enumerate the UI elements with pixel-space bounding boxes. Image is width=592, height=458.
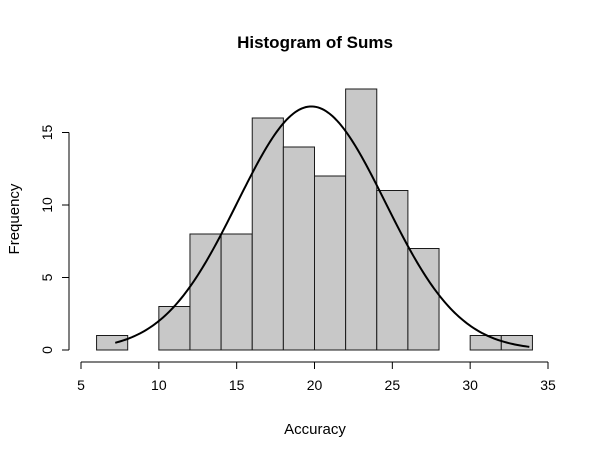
histogram-bar (407, 248, 440, 351)
histogram-bar (314, 175, 347, 351)
histogram-bar (469, 335, 502, 351)
y-axis-label: Frequency (6, 183, 23, 254)
normal-curve (114, 105, 530, 348)
y-tick-label: 10 (39, 197, 55, 213)
histogram-bar (96, 335, 129, 351)
chart-title: Histogram of Sums (237, 33, 393, 52)
x-tick-label: 20 (307, 377, 323, 393)
histogram-bar (220, 233, 253, 351)
y-tick-label: 15 (39, 125, 55, 141)
x-axis-label: Accuracy (284, 421, 346, 438)
y-axis: 0 5 10 15 (39, 125, 70, 354)
histogram-bar (345, 88, 378, 351)
x-tick-label: 15 (229, 377, 245, 393)
x-tick-label: 5 (77, 377, 85, 393)
histogram-bar (282, 146, 316, 351)
x-axis: 5 10 15 20 25 30 35 (77, 361, 556, 393)
x-tick-label: 25 (385, 377, 401, 393)
y-tick-label: 0 (39, 346, 55, 354)
histogram-bar (251, 117, 284, 351)
x-tick-label: 10 (151, 377, 167, 393)
x-tick-label: 30 (462, 377, 478, 393)
histogram-bar (189, 233, 222, 351)
y-tick-label: 5 (39, 273, 55, 281)
histogram-bar (158, 306, 191, 351)
x-tick-label: 35 (540, 377, 556, 393)
bars-group (96, 88, 533, 351)
